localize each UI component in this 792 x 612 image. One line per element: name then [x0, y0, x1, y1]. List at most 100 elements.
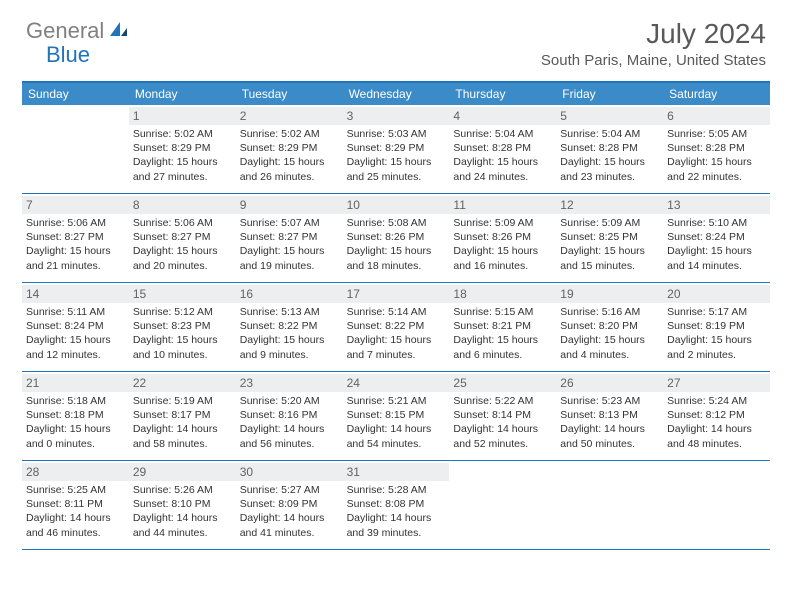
day-details: Sunrise: 5:05 AMSunset: 8:28 PMDaylight:…: [667, 127, 766, 184]
day-number: 10: [343, 196, 450, 214]
week-row: 7Sunrise: 5:06 AMSunset: 8:27 PMDaylight…: [22, 194, 770, 283]
day-number: 4: [449, 107, 556, 125]
day-number: 12: [556, 196, 663, 214]
day-cell: 14 Sunrise: 5:11 AMSunset: 8:24 PMDayligh…: [22, 283, 129, 371]
title-block: July 2024 South Paris, Maine, United Sta…: [541, 18, 766, 69]
day-details: Sunrise: 5:04 AMSunset: 8:28 PMDaylight:…: [560, 127, 659, 184]
day-details: Sunrise: 5:16 AMSunset: 8:20 PMDaylight:…: [560, 305, 659, 362]
day-cell: 24 Sunrise: 5:21 AMSunset: 8:15 PMDayligh…: [343, 372, 450, 460]
day-cell: 12 Sunrise: 5:09 AMSunset: 8:25 PMDayligh…: [556, 194, 663, 282]
day-cell: 1 Sunrise: 5:02 AMSunset: 8:29 PMDaylight…: [129, 105, 236, 193]
day-details: Sunrise: 5:19 AMSunset: 8:17 PMDaylight:…: [133, 394, 232, 451]
day-cell: 10Sunrise: 5:08 AMSunset: 8:26 PMDayligh…: [343, 194, 450, 282]
month-title: July 2024: [541, 18, 766, 50]
day-cell: 20 Sunrise: 5:17 AMSunset: 8:19 PMDayligh…: [663, 283, 770, 371]
day-details: Sunrise: 5:23 AMSunset: 8:13 PMDaylight:…: [560, 394, 659, 451]
day-number: 21: [22, 374, 129, 392]
day-details: Sunrise: 5:12 AMSunset: 8:23 PMDaylight:…: [133, 305, 232, 362]
week-row: 21Sunrise: 5:18 AMSunset: 8:18 PMDayligh…: [22, 372, 770, 461]
day-cell: 9 Sunrise: 5:07 AMSunset: 8:27 PMDaylight…: [236, 194, 343, 282]
day-number: 3: [343, 107, 450, 125]
day-number: 14: [22, 285, 129, 303]
day-details: Sunrise: 5:03 AMSunset: 8:29 PMDaylight:…: [347, 127, 446, 184]
weekday-header-cell: Thursday: [449, 83, 556, 105]
day-cell: 11Sunrise: 5:09 AMSunset: 8:26 PMDayligh…: [449, 194, 556, 282]
day-number: 28: [22, 463, 129, 481]
day-number: [556, 463, 663, 481]
day-number: 17: [343, 285, 450, 303]
day-details: Sunrise: 5:17 AMSunset: 8:19 PMDaylight:…: [667, 305, 766, 362]
day-cell: 25Sunrise: 5:22 AMSunset: 8:14 PMDayligh…: [449, 372, 556, 460]
day-cell: 29 Sunrise: 5:26 AMSunset: 8:10 PMDayligh…: [129, 461, 236, 549]
day-cell: [22, 105, 129, 193]
day-number: 2: [236, 107, 343, 125]
day-cell: 16 Sunrise: 5:13 AMSunset: 8:22 PMDayligh…: [236, 283, 343, 371]
day-cell: 27Sunrise: 5:24 AMSunset: 8:12 PMDayligh…: [663, 372, 770, 460]
day-details: Sunrise: 5:09 AMSunset: 8:26 PMDaylight:…: [453, 216, 552, 273]
day-details: Sunrise: 5:11 AMSunset: 8:24 PMDaylight:…: [26, 305, 125, 362]
week-row: 1Sunrise: 5:02 AMSunset: 8:29 PMDaylight…: [22, 105, 770, 194]
day-number: 9: [236, 196, 343, 214]
day-cell: 8 Sunrise: 5:06 AMSunset: 8:27 PMDaylight…: [129, 194, 236, 282]
day-number: [449, 463, 556, 481]
day-number: 24: [343, 374, 450, 392]
day-number: 31: [343, 463, 450, 481]
day-number: 16: [236, 285, 343, 303]
day-number: 27: [663, 374, 770, 392]
logo-text-gray: General: [26, 18, 104, 44]
day-details: Sunrise: 5:25 AMSunset: 8:11 PMDaylight:…: [26, 483, 125, 540]
day-details: Sunrise: 5:09 AMSunset: 8:25 PMDaylight:…: [560, 216, 659, 273]
day-details: Sunrise: 5:07 AMSunset: 8:27 PMDaylight:…: [240, 216, 339, 273]
weeks-container: 1Sunrise: 5:02 AMSunset: 8:29 PMDaylight…: [22, 105, 770, 550]
weekday-header-cell: Friday: [556, 83, 663, 105]
day-number: 22: [129, 374, 236, 392]
day-details: Sunrise: 5:06 AMSunset: 8:27 PMDaylight:…: [26, 216, 125, 273]
day-number: 8: [129, 196, 236, 214]
day-cell: [663, 461, 770, 549]
day-details: Sunrise: 5:26 AMSunset: 8:10 PMDaylight:…: [133, 483, 232, 540]
weekday-header-cell: Tuesday: [236, 83, 343, 105]
day-cell: 18 Sunrise: 5:15 AMSunset: 8:21 PMDayligh…: [449, 283, 556, 371]
day-number: [22, 107, 129, 125]
day-details: Sunrise: 5:04 AMSunset: 8:28 PMDaylight:…: [453, 127, 552, 184]
day-cell: 21Sunrise: 5:18 AMSunset: 8:18 PMDayligh…: [22, 372, 129, 460]
day-details: Sunrise: 5:15 AMSunset: 8:21 PMDaylight:…: [453, 305, 552, 362]
day-cell: 7 Sunrise: 5:06 AMSunset: 8:27 PMDaylight…: [22, 194, 129, 282]
day-details: Sunrise: 5:14 AMSunset: 8:22 PMDaylight:…: [347, 305, 446, 362]
weekday-header-cell: Monday: [129, 83, 236, 105]
day-number: 5: [556, 107, 663, 125]
day-number: 19: [556, 285, 663, 303]
day-number: 18: [449, 285, 556, 303]
day-cell: 28 Sunrise: 5:25 AMSunset: 8:11 PMDayligh…: [22, 461, 129, 549]
day-cell: 2 Sunrise: 5:02 AMSunset: 8:29 PMDaylight…: [236, 105, 343, 193]
weekday-header-cell: Saturday: [663, 83, 770, 105]
day-cell: 19 Sunrise: 5:16 AMSunset: 8:20 PMDayligh…: [556, 283, 663, 371]
day-details: Sunrise: 5:02 AMSunset: 8:29 PMDaylight:…: [240, 127, 339, 184]
day-number: 13: [663, 196, 770, 214]
day-cell: 26 Sunrise: 5:23 AMSunset: 8:13 PMDayligh…: [556, 372, 663, 460]
day-number: 29: [129, 463, 236, 481]
day-cell: 4 Sunrise: 5:04 AMSunset: 8:28 PMDaylight…: [449, 105, 556, 193]
day-cell: 31Sunrise: 5:28 AMSunset: 8:08 PMDayligh…: [343, 461, 450, 549]
day-number: 7: [22, 196, 129, 214]
location-text: South Paris, Maine, United States: [541, 52, 766, 69]
day-number: 30: [236, 463, 343, 481]
logo-sail-icon: [108, 20, 128, 43]
day-number: 6: [663, 107, 770, 125]
day-cell: 17 Sunrise: 5:14 AMSunset: 8:22 PMDayligh…: [343, 283, 450, 371]
day-details: Sunrise: 5:27 AMSunset: 8:09 PMDaylight:…: [240, 483, 339, 540]
weekday-header-cell: Sunday: [22, 83, 129, 105]
day-number: [663, 463, 770, 481]
day-details: Sunrise: 5:06 AMSunset: 8:27 PMDaylight:…: [133, 216, 232, 273]
day-details: Sunrise: 5:02 AMSunset: 8:29 PMDaylight:…: [133, 127, 232, 184]
day-cell: [449, 461, 556, 549]
day-number: 15: [129, 285, 236, 303]
day-number: 20: [663, 285, 770, 303]
day-number: 1: [129, 107, 236, 125]
logo: General: [26, 18, 130, 44]
day-number: 26: [556, 374, 663, 392]
day-details: Sunrise: 5:21 AMSunset: 8:15 PMDaylight:…: [347, 394, 446, 451]
week-row: 28 Sunrise: 5:25 AMSunset: 8:11 PMDayligh…: [22, 461, 770, 550]
day-cell: 23Sunrise: 5:20 AMSunset: 8:16 PMDayligh…: [236, 372, 343, 460]
day-details: Sunrise: 5:13 AMSunset: 8:22 PMDaylight:…: [240, 305, 339, 362]
